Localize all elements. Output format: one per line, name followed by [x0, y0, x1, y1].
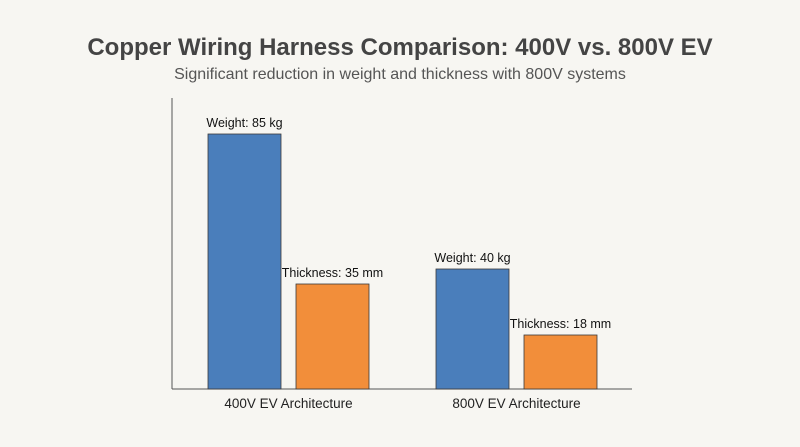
- chart-subtitle: Significant reduction in weight and thic…: [174, 66, 626, 83]
- data-label-s1-c0: Thickness: 35 mm: [282, 266, 383, 280]
- bar-s0-c1: [435, 268, 510, 390]
- category-label-0: 400V EV Architecture: [224, 396, 352, 411]
- bar-labels-group: Weight: 85 kg Thickness: 35 mm Weight: 40 …: [206, 116, 611, 331]
- bar-s1-c1: [523, 334, 598, 390]
- bar-s0-c0: [207, 133, 282, 390]
- bars-group: [207, 133, 598, 390]
- chart-title: Copper Wiring Harness Comparison: 400V v…: [87, 34, 712, 61]
- bar-s1-c0: [295, 283, 370, 390]
- category-labels-group: 400V EV Architecture 800V EV Architecture: [224, 396, 580, 411]
- category-label-1: 800V EV Architecture: [452, 396, 580, 411]
- data-label-s0-c0: Weight: 85 kg: [206, 116, 282, 130]
- data-label-s1-c1: Thickness: 18 mm: [510, 317, 611, 331]
- data-label-s0-c1: Weight: 40 kg: [434, 251, 510, 265]
